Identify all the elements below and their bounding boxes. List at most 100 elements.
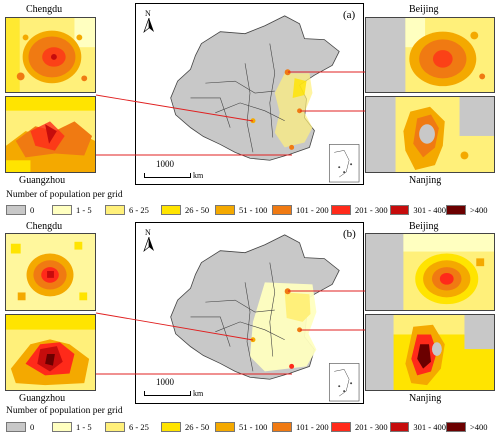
legend-label: 1 - 5	[76, 422, 92, 432]
scale-value-a: 1000	[156, 159, 174, 169]
legend-label: 0	[30, 422, 35, 432]
legend-swatch	[331, 422, 351, 432]
legend-swatch	[331, 205, 351, 215]
inset-beijing-density	[366, 234, 494, 310]
north-arrow-a: N	[143, 9, 155, 34]
legend-swatch	[52, 205, 72, 215]
inset-nanjing	[365, 96, 495, 173]
north-label-a: N	[145, 9, 151, 18]
legend-label: 1 - 5	[76, 205, 92, 215]
city-label-guangzhou: Guangzhou	[19, 175, 66, 186]
legend-item-6-25: 6 - 25	[105, 205, 161, 215]
legend-label: 101 - 200	[296, 422, 329, 432]
main-map-b: N (b) 1000 km	[135, 222, 364, 404]
legend-a: 0 1 - 5 6 - 25 26 - 50 51 - 100 101 - 20…	[6, 204, 490, 216]
legend-label: 26 - 50	[185, 205, 210, 215]
legend-item-26-50: 26 - 50	[161, 422, 215, 432]
north-arrow-icon	[143, 18, 154, 34]
inset-beijing-density	[366, 18, 494, 92]
legend-swatch	[390, 205, 410, 215]
panel-a: Chengdu Guangzhou	[0, 0, 500, 218]
north-label-b: N	[145, 228, 151, 237]
legend-swatch	[446, 205, 466, 215]
legend-label: 201 - 300	[355, 205, 388, 215]
china-map-a	[170, 15, 360, 183]
panel-label-b: (b)	[343, 228, 356, 240]
panel-label-a: (a)	[343, 9, 356, 21]
legend-label: 51 - 100	[239, 205, 268, 215]
legend-swatch	[161, 422, 181, 432]
legend-item-1-5: 1 - 5	[52, 422, 105, 432]
legend-item-201-300: 201 - 300	[331, 205, 390, 215]
legend-swatch	[215, 205, 235, 215]
legend-label: 301 - 400	[413, 422, 446, 432]
scale-unit-b: km	[193, 389, 204, 398]
city-label-beijing: Beijing	[409, 4, 439, 15]
inset-guangzhou-density	[6, 315, 95, 390]
legend-label: 6 - 25	[129, 205, 149, 215]
legend-label: >400	[470, 205, 488, 215]
china-map-b	[170, 234, 360, 402]
legend-item-101-200: 101 - 200	[272, 205, 331, 215]
legend-label: 6 - 25	[129, 422, 149, 432]
legend-item-400plus: >400	[446, 205, 490, 215]
legend-label: 0	[30, 205, 35, 215]
legend-item-0: 0	[6, 205, 52, 215]
legend-swatch	[272, 422, 292, 432]
legend-swatch	[105, 422, 125, 432]
legend-item-26-50: 26 - 50	[161, 205, 215, 215]
legend-swatch	[161, 205, 181, 215]
north-arrow-b: N	[143, 228, 155, 253]
legend-swatch	[215, 422, 235, 432]
inset-guangzhou	[5, 96, 96, 173]
city-label-nanjing: Nanjing	[409, 393, 442, 404]
scale-bar-a	[144, 173, 191, 178]
main-map-a: N (a) 1000 km	[135, 3, 364, 185]
scale-unit-a: km	[193, 171, 204, 180]
legend-title-b: Number of population per grid	[6, 406, 123, 416]
legend-item-51-100: 51 - 100	[215, 422, 272, 432]
inset-nanjing-density	[366, 97, 494, 172]
legend-item-0: 0	[6, 422, 52, 432]
scale-bar-b	[144, 391, 191, 396]
legend-swatch	[52, 422, 72, 432]
legend-title-a: Number of population per grid	[6, 190, 123, 200]
legend-item-101-200: 101 - 200	[272, 422, 331, 432]
legend-b: 0 1 - 5 6 - 25 26 - 50 51 - 100 101 - 20…	[6, 421, 490, 433]
panel-b: Chengdu Guangzhou	[0, 219, 500, 438]
legend-item-400plus: >400	[446, 422, 490, 432]
inset-beijing	[365, 17, 495, 93]
legend-label: 51 - 100	[239, 422, 268, 432]
inset-chengdu-density	[6, 234, 95, 310]
legend-item-51-100: 51 - 100	[215, 205, 272, 215]
legend-swatch	[105, 205, 125, 215]
legend-item-301-400: 301 - 400	[390, 422, 446, 432]
legend-label: 301 - 400	[413, 205, 446, 215]
legend-item-301-400: 301 - 400	[390, 205, 446, 215]
north-arrow-icon	[143, 237, 154, 253]
legend-label: >400	[470, 422, 488, 432]
city-label-guangzhou: Guangzhou	[19, 393, 66, 404]
inset-beijing	[365, 233, 495, 311]
inset-guangzhou	[5, 314, 96, 391]
city-label-nanjing: Nanjing	[409, 175, 442, 186]
inset-chengdu	[5, 233, 96, 311]
legend-label: 201 - 300	[355, 422, 388, 432]
legend-swatch	[390, 422, 410, 432]
inset-nanjing	[365, 314, 495, 391]
city-label-chengdu: Chengdu	[26, 4, 63, 15]
inset-chengdu	[5, 17, 96, 93]
legend-swatch	[6, 205, 26, 215]
legend-swatch	[446, 422, 466, 432]
legend-label: 101 - 200	[296, 205, 329, 215]
inset-nanjing-density	[366, 315, 494, 390]
legend-item-201-300: 201 - 300	[331, 422, 390, 432]
city-label-beijing: Beijing	[409, 221, 439, 232]
legend-swatch	[6, 422, 26, 432]
inset-chengdu-density	[6, 18, 95, 92]
legend-item-6-25: 6 - 25	[105, 422, 161, 432]
legend-label: 26 - 50	[185, 422, 210, 432]
legend-item-1-5: 1 - 5	[52, 205, 105, 215]
inset-guangzhou-density	[6, 97, 95, 172]
scale-value-b: 1000	[156, 377, 174, 387]
